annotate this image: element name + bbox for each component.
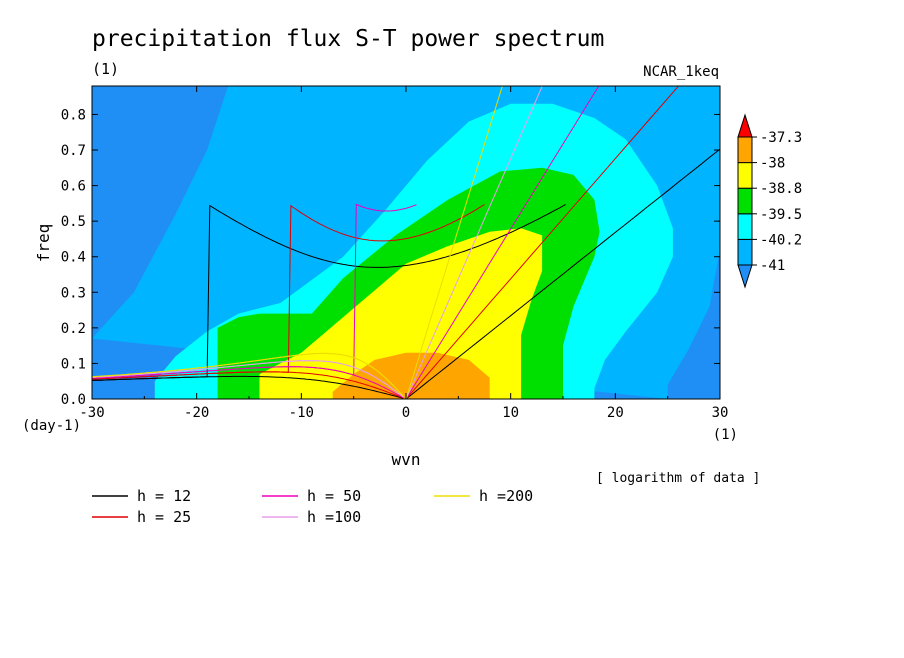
contour-band--38 xyxy=(259,228,543,399)
y-tick-label: 0.5 xyxy=(61,214,86,230)
x-axis-label: wvn xyxy=(392,450,421,469)
y-tick-label: 0.7 xyxy=(61,143,86,159)
dispersion-er-h25 xyxy=(92,371,404,399)
colorbar-label: -38 xyxy=(760,156,785,172)
colorbar-min-arrow xyxy=(737,264,753,289)
chart-title: precipitation flux S-T power spectrum xyxy=(92,26,604,52)
dispersion-kelvin-h25 xyxy=(405,86,680,399)
colorbar-segment xyxy=(737,238,753,266)
legend-label: h =100 xyxy=(307,508,361,526)
legend-label: h =200 xyxy=(479,487,533,505)
x-tick-label: 0 xyxy=(402,405,410,421)
colorbar-label: -37.3 xyxy=(760,130,802,146)
axis-layer: -30 -20 -10 0 10 20 30 0.0 0.1 0.2 0.3 0.4 0.5 0.6 0.7… xyxy=(61,86,729,421)
dispersion-kelvin-h200 xyxy=(405,86,503,399)
legend-label: h = 50 xyxy=(307,487,361,505)
y-tick-label: 0.4 xyxy=(61,250,86,266)
dispersion-curve-layer xyxy=(92,86,720,399)
x-tick-label: -20 xyxy=(184,405,209,421)
y-tick-label: 0.1 xyxy=(61,356,86,372)
y-tick-label: 0.6 xyxy=(61,179,86,195)
dispersion-er-h200 xyxy=(92,352,404,397)
colorbar-segment xyxy=(737,187,753,215)
legend-label: h = 12 xyxy=(137,487,191,505)
dispersion-kelvin-h100 xyxy=(405,86,543,399)
y-tick-label: 0.2 xyxy=(61,321,86,337)
x-tick-label: -30 xyxy=(79,405,104,421)
plot-area xyxy=(92,86,720,399)
colorbar-segment xyxy=(737,162,753,189)
colorbar-label: -39.5 xyxy=(760,207,802,223)
dispersion-er-h12 xyxy=(92,375,404,399)
chart-subtitle-right: NCAR_1keq xyxy=(643,64,719,80)
y-tick-label: 0.3 xyxy=(61,285,86,301)
x-tick-label: -10 xyxy=(289,405,314,421)
y-tick-label: 0.0 xyxy=(61,392,86,408)
dispersion-kelvin-h50 xyxy=(405,86,600,399)
x-tick-label: 10 xyxy=(502,405,519,421)
logarithm-note: [ logarithm of data ] xyxy=(596,471,760,486)
dispersion-er-h50 xyxy=(92,366,404,399)
dispersion-kelvin-h12 xyxy=(405,148,720,399)
x-axis-unit: (1) xyxy=(713,427,738,443)
colorbar-segment xyxy=(737,136,753,164)
colorbar-label: -38.8 xyxy=(760,181,802,197)
colorbar-label: -41 xyxy=(760,258,785,274)
colorbar-segment xyxy=(737,213,753,240)
contour-fill-layer xyxy=(92,86,720,399)
x-tick-label: 20 xyxy=(607,405,624,421)
y-tick-label: 0.8 xyxy=(61,107,86,123)
contour-band--37.3 xyxy=(332,352,490,399)
y-axis-unit: (day-1) xyxy=(22,418,81,434)
legend-label: h = 25 xyxy=(137,508,191,526)
colorbar-max-arrow xyxy=(737,113,753,138)
x-tick-label: 30 xyxy=(712,405,729,421)
y-axis-label: freq xyxy=(34,224,53,263)
dispersion-er-h100 xyxy=(92,360,404,398)
colorbar-label: -40.2 xyxy=(760,232,802,248)
curve-legend: h = 12 h = 25 h = 50 h =100 h =200 xyxy=(92,487,533,526)
colorbar: -41 -40.2 -39.5 -38.8 -38 -37.3 xyxy=(737,113,802,289)
chart-subtitle-left: (1) xyxy=(92,60,119,78)
